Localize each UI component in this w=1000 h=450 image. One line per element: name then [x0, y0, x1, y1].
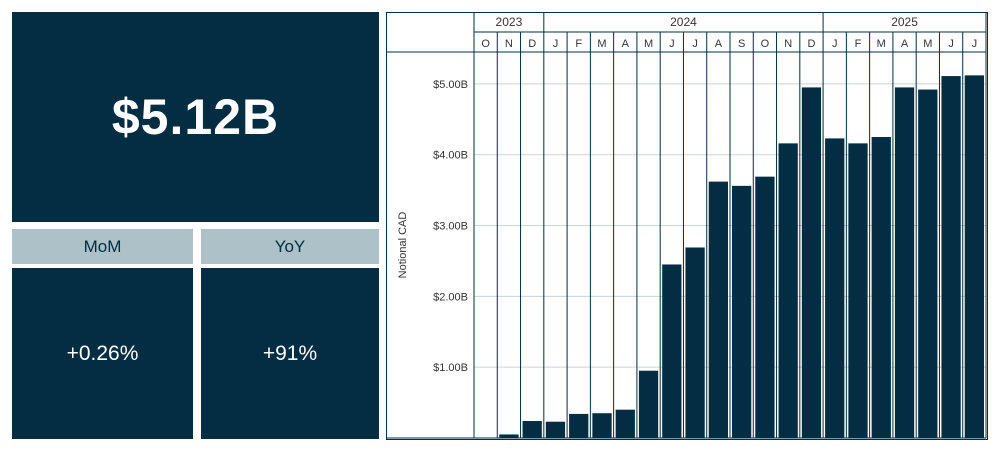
- month-label: O: [761, 38, 770, 50]
- y-tick-label: $4.00B: [433, 150, 468, 162]
- yoy-card: +91%: [201, 268, 379, 439]
- month-label: D: [528, 38, 536, 50]
- month-label: M: [877, 38, 886, 50]
- month-label: M: [597, 38, 606, 50]
- bar: [871, 136, 891, 438]
- bar: [894, 87, 915, 438]
- bar: [941, 76, 961, 438]
- month-label: F: [575, 38, 582, 50]
- bar: [825, 138, 845, 438]
- month-label: A: [901, 38, 909, 50]
- mom-header: MoM: [12, 229, 193, 264]
- bar: [662, 264, 682, 438]
- month-label: J: [692, 38, 698, 50]
- bar: [569, 413, 589, 438]
- bar: [592, 413, 612, 438]
- yoy-header: YoY: [201, 229, 379, 264]
- y-tick-label: $3.00B: [433, 221, 468, 233]
- bar: [545, 421, 566, 438]
- bar: [615, 409, 635, 438]
- y-axis-title: Notional CAD: [397, 212, 409, 279]
- month-label: D: [807, 38, 815, 50]
- bar: [778, 143, 798, 438]
- bar: [918, 89, 938, 439]
- bar: [964, 75, 984, 438]
- mom-label: MoM: [83, 236, 122, 256]
- month-label: M: [923, 38, 932, 50]
- month-label: N: [784, 38, 792, 50]
- bar: [801, 87, 822, 438]
- month-label: J: [669, 38, 675, 50]
- month-label: F: [855, 38, 862, 50]
- bar: [732, 185, 752, 438]
- bar: [685, 247, 705, 438]
- bar: [755, 176, 775, 439]
- total-notional-value: $5.12B: [111, 89, 280, 145]
- year-label: 2023: [496, 15, 523, 29]
- month-label: N: [505, 38, 513, 50]
- bar: [499, 434, 519, 438]
- y-tick-label: $2.00B: [433, 291, 468, 303]
- bar: [848, 143, 868, 438]
- year-label: 2025: [891, 15, 918, 29]
- bar: [708, 181, 728, 438]
- year-label: 2024: [670, 15, 697, 29]
- month-label: S: [738, 38, 745, 50]
- month-label: J: [948, 38, 954, 50]
- total-notional-card: $5.12B: [12, 12, 379, 222]
- yoy-value: +91%: [262, 341, 318, 365]
- month-label: A: [715, 38, 723, 50]
- y-tick-label: $5.00B: [433, 79, 468, 91]
- bar: [638, 370, 659, 438]
- y-tick-label: $1.00B: [433, 362, 468, 374]
- yoy-label: YoY: [274, 236, 306, 256]
- month-label: J: [553, 38, 559, 50]
- month-label: J: [972, 38, 978, 50]
- bar: [522, 421, 542, 438]
- month-label: J: [832, 38, 838, 50]
- month-label: O: [481, 38, 490, 50]
- mom-value: +0.26%: [66, 341, 139, 365]
- month-label: A: [622, 38, 630, 50]
- mom-card: +0.26%: [12, 268, 193, 439]
- monthly-notional-chart: $1.00B $2.00B $3.00B $4.00B $5.00B Notional C…: [386, 12, 988, 440]
- month-label: M: [644, 38, 653, 50]
